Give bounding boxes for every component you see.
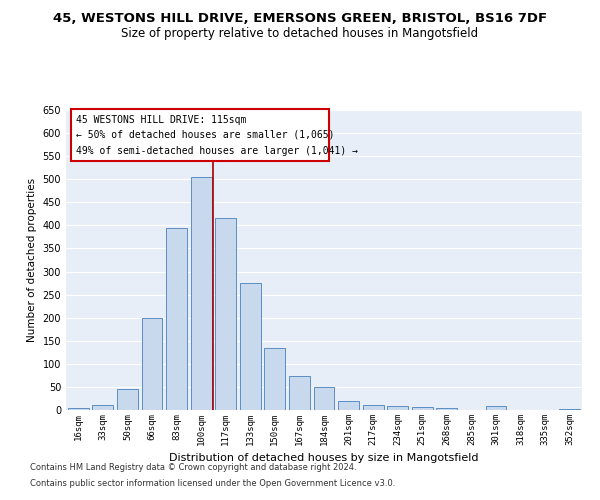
Text: ← 50% of detached houses are smaller (1,065): ← 50% of detached houses are smaller (1,…: [76, 130, 335, 140]
Text: Contains public sector information licensed under the Open Government Licence v3: Contains public sector information licen…: [30, 478, 395, 488]
Bar: [92, 406, 113, 410]
Bar: [68, 408, 89, 410]
Bar: [314, 387, 334, 410]
Text: Contains HM Land Registry data © Crown copyright and database right 2024.: Contains HM Land Registry data © Crown c…: [30, 464, 356, 472]
Bar: [265, 348, 286, 410]
Bar: [215, 218, 236, 410]
Bar: [191, 177, 212, 410]
Bar: [240, 283, 261, 410]
Bar: [362, 406, 383, 410]
Text: Size of property relative to detached houses in Mangotsfield: Size of property relative to detached ho…: [121, 28, 479, 40]
X-axis label: Distribution of detached houses by size in Mangotsfield: Distribution of detached houses by size …: [169, 454, 479, 464]
Bar: [387, 406, 408, 410]
Bar: [142, 318, 163, 410]
Bar: [559, 408, 580, 410]
Bar: [412, 407, 433, 410]
Text: 49% of semi-detached houses are larger (1,041) →: 49% of semi-detached houses are larger (…: [76, 146, 358, 156]
Bar: [117, 389, 138, 410]
Text: 45 WESTONS HILL DRIVE: 115sqm: 45 WESTONS HILL DRIVE: 115sqm: [76, 114, 247, 124]
Bar: [436, 408, 457, 410]
Bar: [289, 376, 310, 410]
Y-axis label: Number of detached properties: Number of detached properties: [27, 178, 37, 342]
Text: 45, WESTONS HILL DRIVE, EMERSONS GREEN, BRISTOL, BS16 7DF: 45, WESTONS HILL DRIVE, EMERSONS GREEN, …: [53, 12, 547, 26]
Bar: [485, 406, 506, 410]
FancyBboxPatch shape: [71, 108, 329, 161]
Bar: [338, 401, 359, 410]
Bar: [166, 228, 187, 410]
